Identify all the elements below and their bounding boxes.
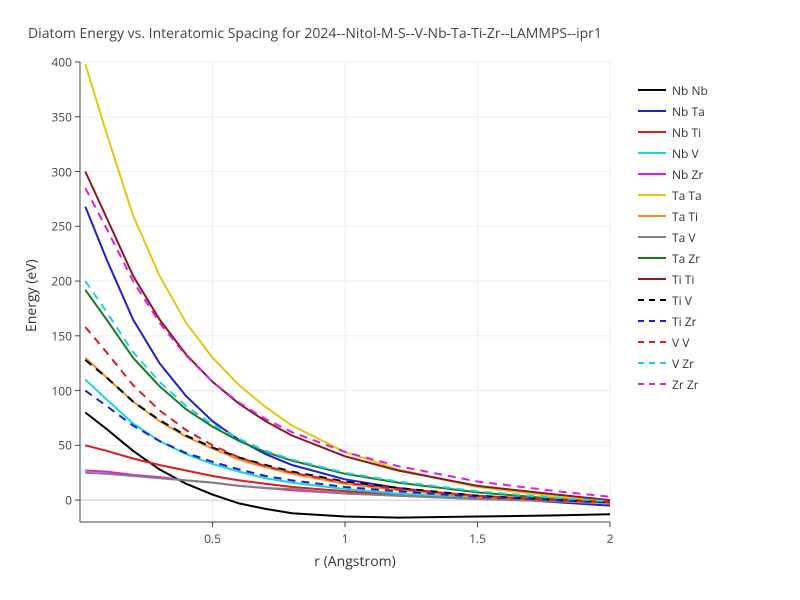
series-line	[85, 188, 610, 497]
legend-swatch	[638, 173, 666, 175]
x-tick-label: 2	[607, 530, 614, 547]
legend-swatch	[638, 194, 666, 196]
legend-item[interactable]: V V	[638, 332, 708, 352]
y-tick-label: 400	[40, 54, 72, 71]
x-tick-label: 0.5	[204, 530, 221, 547]
legend-label: Zr Zr	[672, 376, 699, 393]
legend-label: V V	[672, 334, 689, 351]
legend-item[interactable]: Ta Zr	[638, 248, 708, 268]
legend-swatch	[638, 236, 666, 238]
series-line	[85, 360, 610, 502]
legend-label: Ta Ta	[672, 187, 702, 204]
series-line	[85, 64, 610, 502]
legend-item[interactable]: V Zr	[638, 353, 708, 373]
legend-item[interactable]: Zr Zr	[638, 374, 708, 394]
y-tick-label: 350	[40, 108, 72, 125]
legend-swatch	[638, 131, 666, 133]
legend-swatch	[638, 383, 666, 385]
legend-item[interactable]: Ti V	[638, 290, 708, 310]
x-axis-label: r (Angstrom)	[295, 552, 415, 571]
y-tick-label: 100	[40, 382, 72, 399]
legend-item[interactable]: Nb Ta	[638, 101, 708, 121]
chart-container: Diatom Energy vs. Interatomic Spacing fo…	[0, 0, 800, 600]
legend-swatch	[638, 299, 666, 301]
legend-label: Ta Zr	[672, 250, 700, 267]
series-line	[85, 391, 610, 503]
legend-swatch	[638, 362, 666, 364]
legend-swatch	[638, 341, 666, 343]
legend-label: Nb Zr	[672, 166, 703, 183]
legend-swatch	[638, 215, 666, 217]
legend-label: Nb Ti	[672, 124, 701, 141]
series-line	[85, 327, 610, 502]
legend-label: V Zr	[672, 355, 694, 372]
y-tick-label: 0	[40, 492, 72, 509]
legend-swatch	[638, 110, 666, 112]
y-tick-label: 300	[40, 163, 72, 180]
legend-item[interactable]: Nb Zr	[638, 164, 708, 184]
legend-label: Nb V	[672, 145, 699, 162]
legend-item[interactable]: Nb V	[638, 143, 708, 163]
legend-label: Ta V	[672, 229, 696, 246]
legend-item[interactable]: Ti Ti	[638, 269, 708, 289]
y-tick-label: 200	[40, 273, 72, 290]
legend-label: Ti Ti	[672, 271, 694, 288]
legend-swatch	[638, 257, 666, 259]
series-line	[85, 207, 610, 506]
legend-label: Nb Ta	[672, 103, 705, 120]
y-tick-label: 50	[40, 437, 72, 454]
legend-swatch	[638, 320, 666, 322]
legend-item[interactable]: Ta Ti	[638, 206, 708, 226]
legend-label: Nb Nb	[672, 82, 708, 99]
legend-item[interactable]: Nb Nb	[638, 80, 708, 100]
legend-swatch	[638, 89, 666, 91]
legend-label: Ti Zr	[672, 313, 697, 330]
legend-label: Ta Ti	[672, 208, 698, 225]
legend-item[interactable]: Ta V	[638, 227, 708, 247]
legend-swatch	[638, 278, 666, 280]
x-tick-label: 1	[342, 530, 349, 547]
legend-item[interactable]: Nb Ti	[638, 122, 708, 142]
legend-swatch	[638, 152, 666, 154]
chart-legend: Nb Nb Nb Ta Nb Ti Nb V Nb Zr Ta Ta Ta Ti Ta V Ta…	[638, 80, 708, 394]
legend-item[interactable]: Ti Zr	[638, 311, 708, 331]
y-axis-label: Energy (eV)	[22, 259, 41, 332]
y-tick-label: 150	[40, 327, 72, 344]
y-tick-label: 250	[40, 218, 72, 235]
legend-label: Ti V	[672, 292, 692, 309]
x-tick-label: 1.5	[469, 530, 486, 547]
series-line	[85, 290, 610, 503]
legend-item[interactable]: Ta Ta	[638, 185, 708, 205]
